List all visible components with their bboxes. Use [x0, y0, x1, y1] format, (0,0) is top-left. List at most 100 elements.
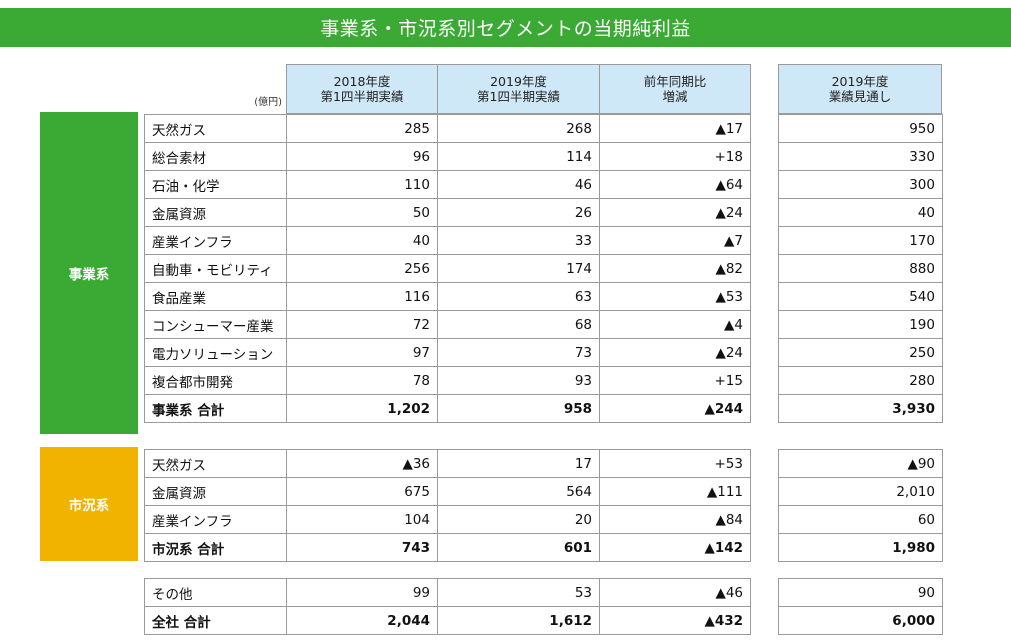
table-row: 複合都市開発 78 93 +15	[144, 366, 751, 395]
forecast-total-row: 3,930	[778, 394, 943, 423]
fy2019-q1-cell: 53	[437, 578, 600, 607]
header-yoy: 前年同期比 増減	[599, 64, 751, 114]
fy2019-q1-cell: 26	[437, 198, 600, 227]
fy2018-q1-cell: 675	[286, 477, 438, 506]
fy2018-q1-cell: 99	[286, 578, 438, 607]
header-yoy-line2: 増減	[662, 89, 688, 104]
forecast-cell: 40	[778, 198, 943, 227]
forecast-cell: 250	[778, 338, 943, 367]
forecast-row: 950	[778, 114, 943, 143]
total-row: 全社 合計 2,044 1,612 ▲432	[144, 606, 751, 635]
segment-name-cell: 自動車・モビリティ	[144, 254, 287, 283]
business-forecast-table: 950 330 300 40 170 880 540 190 250 280 3,930	[778, 114, 943, 423]
yoy-diff-cell: +15	[599, 366, 751, 395]
fy2018-q1-cell: 40	[286, 226, 438, 255]
fy2018-q1-cell: 1,202	[286, 394, 438, 423]
segment-name-cell: 産業インフラ	[144, 226, 287, 255]
forecast-row: 330	[778, 142, 943, 171]
forecast-row: 190	[778, 310, 943, 339]
fy2019-q1-cell: 174	[437, 254, 600, 283]
forecast-cell: 880	[778, 254, 943, 283]
header-fy2018-q1: 2018年度 第1四半期実績	[286, 64, 438, 114]
table-row: 産業インフラ 40 33 ▲7	[144, 226, 751, 255]
segment-name-cell: 事業系 合計	[144, 394, 287, 423]
fy2019-q1-cell: 63	[437, 282, 600, 311]
fy2019-q1-cell: 33	[437, 226, 600, 255]
segment-name-cell: 天然ガス	[144, 449, 287, 478]
other-table: その他 99 53 ▲46 全社 合計 2,044 1,612 ▲432	[144, 578, 751, 635]
header-fy2018-q1-line1: 2018年度	[333, 74, 391, 89]
forecast-total-row: 1,980	[778, 533, 943, 562]
yoy-diff-cell: +18	[599, 142, 751, 171]
yoy-diff-cell: ▲142	[599, 533, 751, 562]
fy2018-q1-cell: 285	[286, 114, 438, 143]
yoy-diff-cell: ▲24	[599, 198, 751, 227]
fy2019-q1-cell: 46	[437, 170, 600, 199]
segment-label-market: 市況系	[40, 447, 138, 561]
forecast-cell: ▲90	[778, 449, 943, 478]
segment-name-cell: 総合素材	[144, 142, 287, 171]
yoy-diff-cell: ▲53	[599, 282, 751, 311]
segment-name-cell: 石油・化学	[144, 170, 287, 199]
fy2019-q1-cell: 17	[437, 449, 600, 478]
table-row: 自動車・モビリティ 256 174 ▲82	[144, 254, 751, 283]
fy2019-q1-cell: 268	[437, 114, 600, 143]
table-row: 食品産業 116 63 ▲53	[144, 282, 751, 311]
table-row: コンシューマー産業 72 68 ▲4	[144, 310, 751, 339]
segment-name-cell: その他	[144, 578, 287, 607]
forecast-row: 2,010	[778, 477, 943, 506]
fy2019-q1-cell: 1,612	[437, 606, 600, 635]
forecast-row: 40	[778, 198, 943, 227]
table-row: 金属資源 50 26 ▲24	[144, 198, 751, 227]
segment-name-cell: 金属資源	[144, 198, 287, 227]
market-table: 天然ガス ▲36 17 +53 金属資源 675 564 ▲111 産業インフラ 104 20 ▲84…	[144, 449, 751, 562]
forecast-cell: 540	[778, 282, 943, 311]
yoy-diff-cell: ▲4	[599, 310, 751, 339]
fy2019-q1-cell: 20	[437, 505, 600, 534]
fy2019-q1-cell: 958	[437, 394, 600, 423]
fy2018-q1-cell: 78	[286, 366, 438, 395]
yoy-diff-cell: ▲82	[599, 254, 751, 283]
yoy-diff-cell: ▲111	[599, 477, 751, 506]
forecast-cell: 330	[778, 142, 943, 171]
forecast-cell: 60	[778, 505, 943, 534]
total-row: 事業系 合計 1,202 958 ▲244	[144, 394, 751, 423]
fy2018-q1-cell: 97	[286, 338, 438, 367]
fy2018-q1-cell: ▲36	[286, 449, 438, 478]
forecast-row: ▲90	[778, 449, 943, 478]
forecast-cell: 190	[778, 310, 943, 339]
fy2019-q1-cell: 73	[437, 338, 600, 367]
fy2019-q1-cell: 114	[437, 142, 600, 171]
forecast-row: 170	[778, 226, 943, 255]
table-row: 石油・化学 110 46 ▲64	[144, 170, 751, 199]
segment-name-cell: 電力ソリューション	[144, 338, 287, 367]
fy2018-q1-cell: 104	[286, 505, 438, 534]
yoy-diff-cell: ▲7	[599, 226, 751, 255]
fy2019-q1-cell: 93	[437, 366, 600, 395]
header-yoy-line1: 前年同期比	[643, 74, 707, 89]
yoy-diff-cell: ▲244	[599, 394, 751, 423]
segment-name-cell: 産業インフラ	[144, 505, 287, 534]
market-forecast-table: ▲90 2,010 60 1,980	[778, 449, 943, 562]
forecast-row: 280	[778, 366, 943, 395]
page-title: 事業系・市況系別セグメントの当期純利益	[0, 8, 1011, 47]
forecast-cell: 6,000	[778, 606, 943, 635]
forecast-cell: 170	[778, 226, 943, 255]
forecast-row: 300	[778, 170, 943, 199]
table-row: その他 99 53 ▲46	[144, 578, 751, 607]
segment-label-business: 事業系	[40, 112, 138, 434]
fy2018-q1-cell: 72	[286, 310, 438, 339]
yoy-diff-cell: ▲64	[599, 170, 751, 199]
table-row: 金属資源 675 564 ▲111	[144, 477, 751, 506]
table-row: 総合素材 96 114 +18	[144, 142, 751, 171]
header-fy2019-forecast-line2: 業績見通し	[828, 89, 892, 104]
table-row: 天然ガス ▲36 17 +53	[144, 449, 751, 478]
forecast-total-row: 6,000	[778, 606, 943, 635]
forecast-row: 540	[778, 282, 943, 311]
fy2019-q1-cell: 601	[437, 533, 600, 562]
segment-name-cell: 食品産業	[144, 282, 287, 311]
forecast-cell: 300	[778, 170, 943, 199]
fy2018-q1-cell: 743	[286, 533, 438, 562]
yoy-diff-cell: ▲84	[599, 505, 751, 534]
yoy-diff-cell: ▲46	[599, 578, 751, 607]
